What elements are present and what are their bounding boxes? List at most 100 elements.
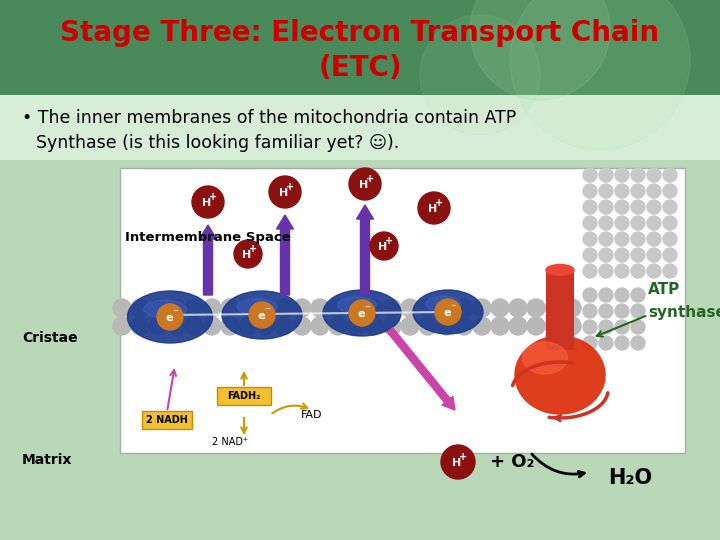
Circle shape bbox=[437, 317, 455, 335]
Circle shape bbox=[663, 216, 677, 230]
Ellipse shape bbox=[222, 291, 302, 339]
Circle shape bbox=[491, 299, 509, 317]
Circle shape bbox=[615, 336, 629, 350]
Ellipse shape bbox=[523, 342, 567, 374]
Circle shape bbox=[221, 299, 239, 317]
Circle shape bbox=[615, 216, 629, 230]
Circle shape bbox=[631, 216, 645, 230]
Text: Stage Three: Electron Transport Chain: Stage Three: Electron Transport Chain bbox=[60, 19, 660, 47]
Circle shape bbox=[435, 299, 461, 325]
Circle shape bbox=[647, 168, 661, 182]
Circle shape bbox=[583, 336, 597, 350]
Circle shape bbox=[257, 317, 275, 335]
Circle shape bbox=[583, 304, 597, 318]
Text: ⁻: ⁻ bbox=[172, 308, 178, 318]
Circle shape bbox=[631, 248, 645, 262]
Text: Matrix: Matrix bbox=[22, 453, 73, 467]
Text: H: H bbox=[359, 180, 369, 190]
Circle shape bbox=[599, 184, 613, 198]
Circle shape bbox=[167, 317, 185, 335]
Circle shape bbox=[615, 168, 629, 182]
Ellipse shape bbox=[426, 296, 461, 312]
Circle shape bbox=[383, 317, 401, 335]
Circle shape bbox=[563, 299, 581, 317]
Circle shape bbox=[455, 299, 473, 317]
Circle shape bbox=[293, 299, 311, 317]
Text: H: H bbox=[452, 458, 462, 468]
FancyBboxPatch shape bbox=[120, 168, 685, 453]
Circle shape bbox=[113, 299, 131, 317]
Circle shape bbox=[583, 320, 597, 334]
Circle shape bbox=[599, 288, 613, 302]
Circle shape bbox=[383, 299, 401, 317]
Circle shape bbox=[615, 232, 629, 246]
Circle shape bbox=[647, 184, 661, 198]
Circle shape bbox=[510, 0, 690, 150]
Circle shape bbox=[347, 317, 365, 335]
Circle shape bbox=[349, 300, 375, 326]
Circle shape bbox=[599, 336, 613, 350]
Circle shape bbox=[663, 168, 677, 182]
Circle shape bbox=[663, 232, 677, 246]
Circle shape bbox=[311, 317, 329, 335]
Circle shape bbox=[615, 184, 629, 198]
Text: Synthase (is this looking familiar yet? ☺).: Synthase (is this looking familiar yet? … bbox=[36, 134, 400, 152]
Text: + O₂: + O₂ bbox=[490, 453, 534, 471]
Text: FADH₂: FADH₂ bbox=[228, 391, 261, 401]
Circle shape bbox=[631, 320, 645, 334]
Circle shape bbox=[615, 288, 629, 302]
Circle shape bbox=[365, 317, 383, 335]
Circle shape bbox=[437, 299, 455, 317]
Circle shape bbox=[329, 317, 347, 335]
Circle shape bbox=[365, 299, 383, 317]
Circle shape bbox=[647, 200, 661, 214]
Circle shape bbox=[509, 317, 527, 335]
Ellipse shape bbox=[546, 265, 574, 275]
Circle shape bbox=[275, 299, 293, 317]
Circle shape bbox=[615, 304, 629, 318]
Circle shape bbox=[631, 184, 645, 198]
Text: ⁻: ⁻ bbox=[264, 306, 270, 316]
Circle shape bbox=[615, 200, 629, 214]
Circle shape bbox=[401, 299, 419, 317]
Circle shape bbox=[527, 299, 545, 317]
Text: H: H bbox=[428, 204, 438, 214]
Circle shape bbox=[631, 264, 645, 278]
Text: +: + bbox=[209, 192, 217, 202]
Circle shape bbox=[583, 248, 597, 262]
Circle shape bbox=[269, 176, 301, 208]
Circle shape bbox=[239, 317, 257, 335]
Circle shape bbox=[221, 317, 239, 335]
Text: H: H bbox=[202, 198, 212, 208]
Text: +: + bbox=[286, 182, 294, 192]
Circle shape bbox=[615, 248, 629, 262]
Circle shape bbox=[583, 200, 597, 214]
Circle shape bbox=[631, 336, 645, 350]
Text: +: + bbox=[435, 198, 443, 208]
Circle shape bbox=[192, 186, 224, 218]
Circle shape bbox=[663, 184, 677, 198]
Circle shape bbox=[563, 317, 581, 335]
Circle shape bbox=[473, 317, 491, 335]
Text: +: + bbox=[459, 452, 467, 462]
Text: (ETC): (ETC) bbox=[318, 54, 402, 82]
Circle shape bbox=[583, 184, 597, 198]
Ellipse shape bbox=[127, 291, 212, 343]
Circle shape bbox=[249, 302, 275, 328]
Circle shape bbox=[647, 248, 661, 262]
Circle shape bbox=[473, 299, 491, 317]
Text: +: + bbox=[366, 174, 374, 184]
Text: FAD: FAD bbox=[301, 410, 323, 420]
Circle shape bbox=[583, 288, 597, 302]
Circle shape bbox=[599, 248, 613, 262]
FancyBboxPatch shape bbox=[0, 95, 720, 160]
Circle shape bbox=[599, 264, 613, 278]
Circle shape bbox=[203, 299, 221, 317]
Circle shape bbox=[615, 320, 629, 334]
FancyBboxPatch shape bbox=[217, 387, 271, 405]
Text: 2 NAD⁺: 2 NAD⁺ bbox=[212, 437, 248, 447]
Text: H₂O: H₂O bbox=[608, 468, 652, 488]
FancyArrow shape bbox=[276, 215, 294, 295]
Circle shape bbox=[149, 317, 167, 335]
Circle shape bbox=[599, 168, 613, 182]
